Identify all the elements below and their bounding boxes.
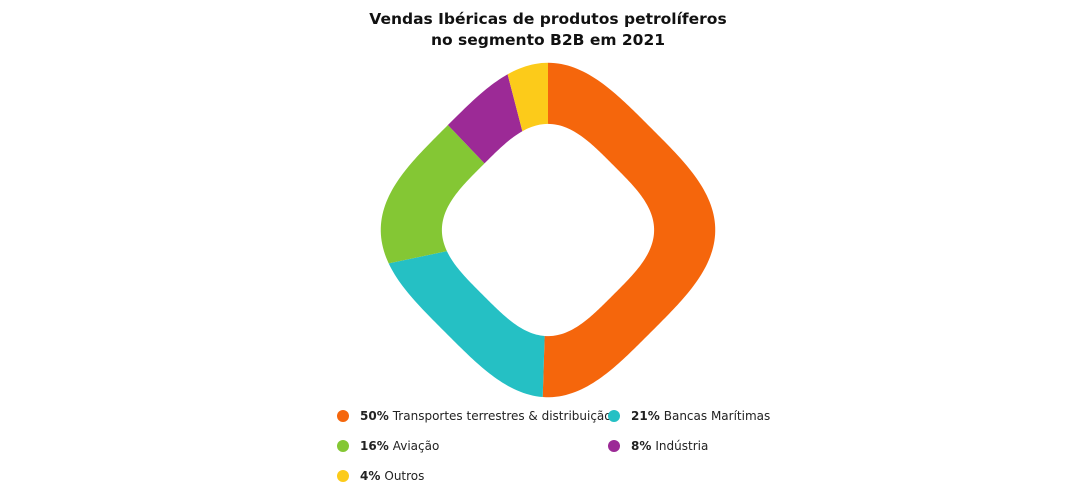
legend-marker-bancas — [608, 410, 620, 422]
legend-item-transportes: 50% Transportes terrestres & distribuiçã… — [337, 409, 612, 423]
legend-label-transportes: Transportes terrestres & distribuição — [392, 409, 612, 423]
donut-slice-outros — [507, 62, 548, 132]
legend-item-aviacao: 16% Aviação — [337, 439, 439, 453]
legend-value-industria: 8% — [631, 439, 652, 453]
donut-slices — [380, 62, 716, 398]
donut-slice-bancas — [388, 251, 545, 398]
legend-value-transportes: 50% — [360, 409, 389, 423]
donut-slice-aviacao — [380, 125, 485, 264]
legend-label-outros: Outros — [384, 469, 425, 483]
legend-item-outros: 4% Outros — [337, 469, 424, 483]
donut-slice-transportes — [542, 62, 716, 398]
chart-title-line-2: no segmento B2B em 2021 — [430, 31, 666, 49]
legend-value-bancas: 21% — [631, 409, 660, 423]
donut-slice-industria — [447, 74, 523, 164]
donut-chart — [380, 62, 716, 398]
chart-title: Vendas Ibéricas de produtos petrolíferos… — [0, 9, 1080, 51]
legend-marker-transportes — [337, 410, 349, 422]
legend-marker-outros — [337, 470, 349, 482]
legend-label-industria: Indústria — [655, 439, 709, 453]
legend-marker-industria — [608, 440, 620, 452]
chart-title-line-1: Vendas Ibéricas de produtos petrolíferos — [369, 10, 727, 28]
legend-value-outros: 4% — [360, 469, 381, 483]
legend-label-aviacao: Aviação — [392, 439, 440, 453]
legend-label-bancas: Bancas Marítimas — [663, 409, 771, 423]
legend-marker-aviacao — [337, 440, 349, 452]
legend-item-bancas: 21% Bancas Marítimas — [608, 409, 770, 423]
legend-item-industria: 8% Indústria — [608, 439, 708, 453]
legend-value-aviacao: 16% — [360, 439, 389, 453]
